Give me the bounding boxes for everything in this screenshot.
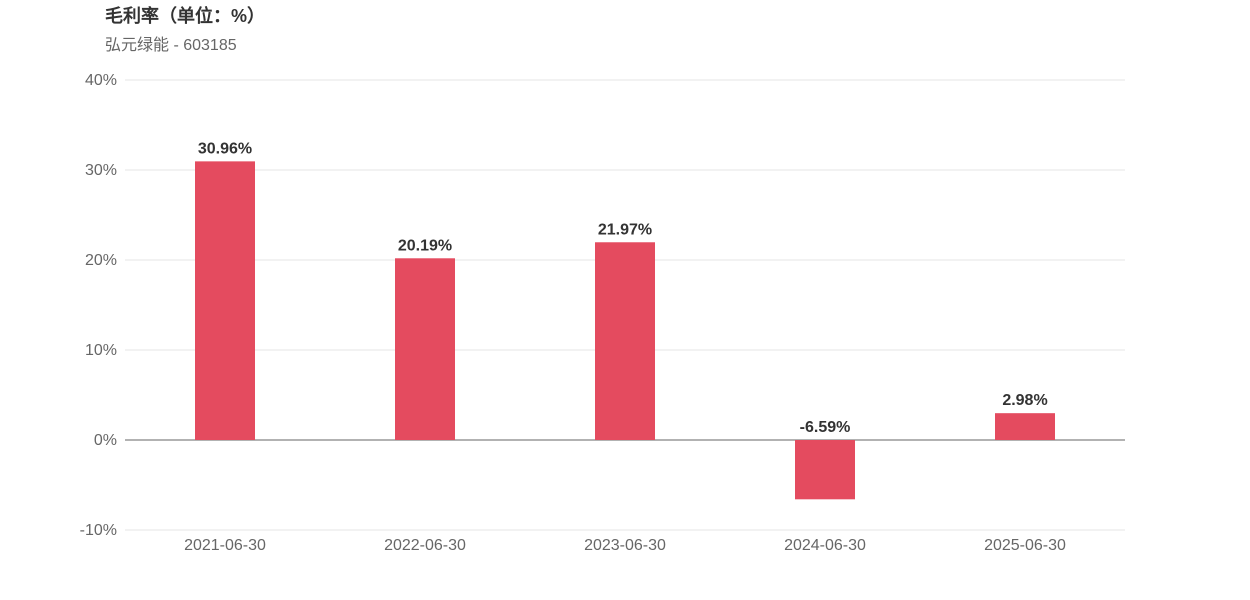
data-label: -6.59%: [800, 419, 851, 436]
chart-subtitle: 弘元绿能 - 603185: [105, 37, 237, 54]
x-tick-label: 2021-06-30: [184, 537, 266, 554]
bar: [995, 413, 1055, 440]
y-tick-label: 0%: [94, 432, 117, 449]
data-label: 2.98%: [1002, 392, 1047, 409]
bar: [595, 242, 655, 440]
x-tick-label: 2025-06-30: [984, 537, 1066, 554]
y-tick-label: -10%: [80, 522, 117, 539]
y-tick-label: 20%: [85, 252, 117, 269]
y-tick-label: 40%: [85, 72, 117, 89]
bar: [395, 258, 455, 440]
y-tick-label: 30%: [85, 162, 117, 179]
bar: [195, 161, 255, 441]
data-label: 21.97%: [598, 221, 652, 238]
x-tick-label: 2022-06-30: [384, 537, 466, 554]
bar: [795, 440, 855, 500]
x-tick-label: 2024-06-30: [784, 537, 866, 554]
data-label: 30.96%: [198, 140, 252, 157]
chart-title: 毛利率（单位：%）: [105, 6, 266, 26]
x-tick-label: 2023-06-30: [584, 537, 666, 554]
data-label: 20.19%: [398, 237, 452, 254]
y-tick-label: 10%: [85, 342, 117, 359]
